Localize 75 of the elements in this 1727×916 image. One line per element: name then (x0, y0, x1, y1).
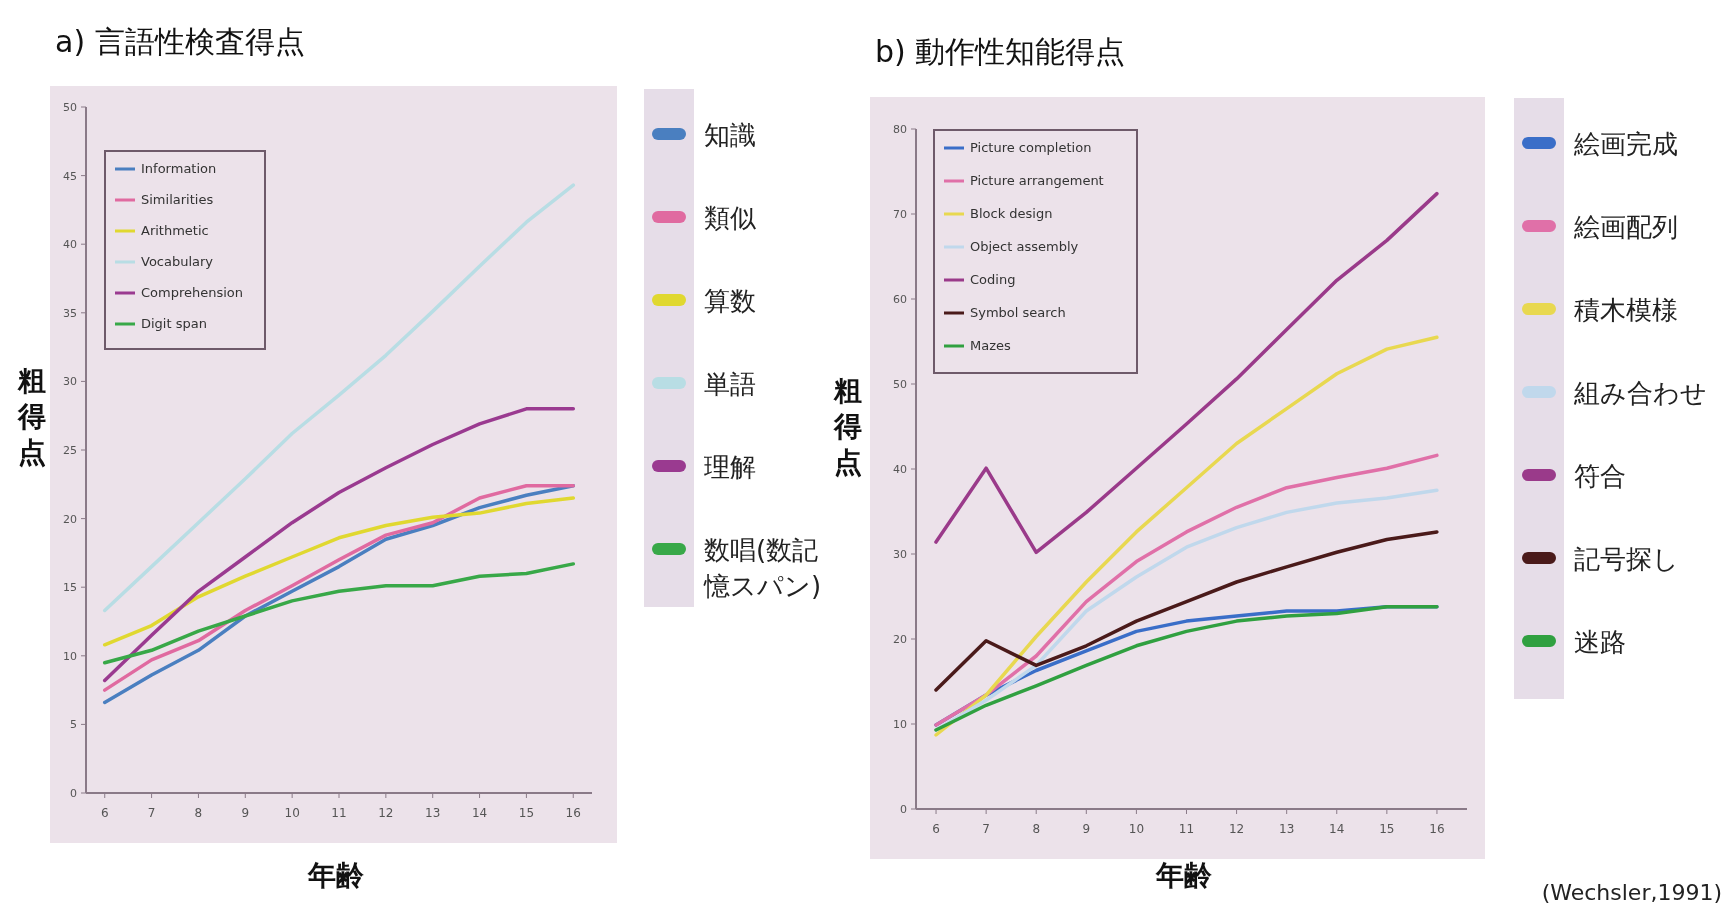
y-tick-label: 10 (893, 718, 907, 731)
x-tick-label: 16 (1429, 822, 1445, 836)
chart-title: b) 動作性知能得点 (875, 34, 1126, 69)
y-tick-label: 25 (63, 444, 77, 457)
annotation: Picture arrangement (970, 173, 1104, 188)
chart-title: a) 言語性検査得点 (55, 24, 305, 59)
y-tick-label: 0 (900, 803, 907, 816)
x-tick-label: 7 (982, 822, 990, 836)
y-axis-title: 粗得点 (833, 374, 862, 479)
y-tick-label: 60 (893, 293, 907, 306)
y-tick-label: 30 (63, 375, 77, 389)
x-axis-title: 年齢 (307, 859, 364, 892)
x-tick-label: 14 (1329, 822, 1345, 836)
annotation: Similarities (141, 192, 214, 207)
annotation: Digit span (141, 316, 207, 331)
annotation: Block design (970, 206, 1053, 221)
y-tick-label: 50 (893, 378, 907, 391)
x-tick-label: 10 (284, 806, 300, 820)
y-tick-label: 70 (893, 208, 907, 221)
legend-label: 絵画完成 (1573, 129, 1678, 159)
x-tick-label: 8 (1032, 822, 1041, 836)
legend-label: 類似 (704, 203, 756, 233)
annotation: Coding (970, 272, 1016, 287)
legend-label: 単語 (704, 369, 756, 399)
x-tick-label: 9 (1082, 822, 1091, 836)
x-tick-label: 16 (565, 806, 581, 820)
annotation: Object assembly (970, 239, 1079, 254)
legend-label: 組み合わせ (1573, 378, 1707, 408)
legend-label: 数唱(数記憶スパン) (703, 535, 822, 601)
x-tick-label: 11 (1178, 822, 1195, 836)
text: (Wechsler,1991) (1541, 880, 1722, 905)
annotation: Symbol search (970, 305, 1066, 320)
y-axis-title: 粗得点 (17, 364, 46, 469)
legend-label: 知識 (704, 120, 756, 150)
x-tick-label: 13 (1279, 822, 1295, 836)
x-tick-label: 15 (1379, 822, 1395, 836)
x-tick-label: 9 (241, 806, 250, 820)
y-tick-label: 40 (63, 238, 77, 252)
legend-label: 絵画配列 (1573, 212, 1678, 242)
x-tick-label: 12 (378, 806, 394, 820)
x-tick-label: 10 (1128, 822, 1145, 836)
x-tick-label: 6 (932, 822, 940, 836)
y-tick-label: 35 (63, 306, 77, 320)
x-tick-label: 11 (331, 806, 347, 820)
legend-label: 記号探し (1574, 544, 1679, 574)
annotation: Picture completion (970, 140, 1092, 155)
annotation: Information (141, 161, 217, 176)
legend-label: 算数 (704, 286, 756, 316)
x-tick-label: 14 (471, 806, 488, 820)
y-tick-label: 40 (893, 463, 907, 476)
y-tick-label: 20 (63, 512, 77, 526)
legend-label: 迷路 (1574, 627, 1626, 657)
y-tick-label: 45 (63, 169, 77, 183)
y-tick-label: 0 (70, 787, 77, 800)
legend-label: 符合 (1574, 461, 1626, 491)
y-tick-label: 10 (63, 649, 77, 663)
x-tick-label: 12 (1228, 822, 1245, 836)
x-axis-title: 年齢 (1155, 859, 1212, 892)
annotation: Vocabulary (141, 254, 214, 269)
legend-label: 理解 (704, 452, 756, 482)
y-tick-label: 50 (63, 101, 77, 114)
x-tick-label: 7 (147, 806, 156, 820)
y-tick-label: 5 (70, 718, 77, 732)
x-tick-label: 8 (194, 806, 203, 820)
y-tick-label: 30 (893, 548, 907, 561)
x-tick-label: 15 (518, 806, 535, 820)
y-tick-label: 80 (893, 123, 907, 136)
y-tick-label: 15 (63, 581, 77, 595)
legend-label: 積木模様 (1574, 295, 1678, 325)
annotation: Comprehension (141, 285, 244, 300)
y-tick-label: 20 (893, 633, 907, 646)
x-tick-label: 6 (100, 806, 109, 820)
x-tick-label: 13 (425, 806, 441, 820)
annotation: Mazes (970, 338, 1011, 353)
annotation: Arithmetic (141, 223, 209, 238)
